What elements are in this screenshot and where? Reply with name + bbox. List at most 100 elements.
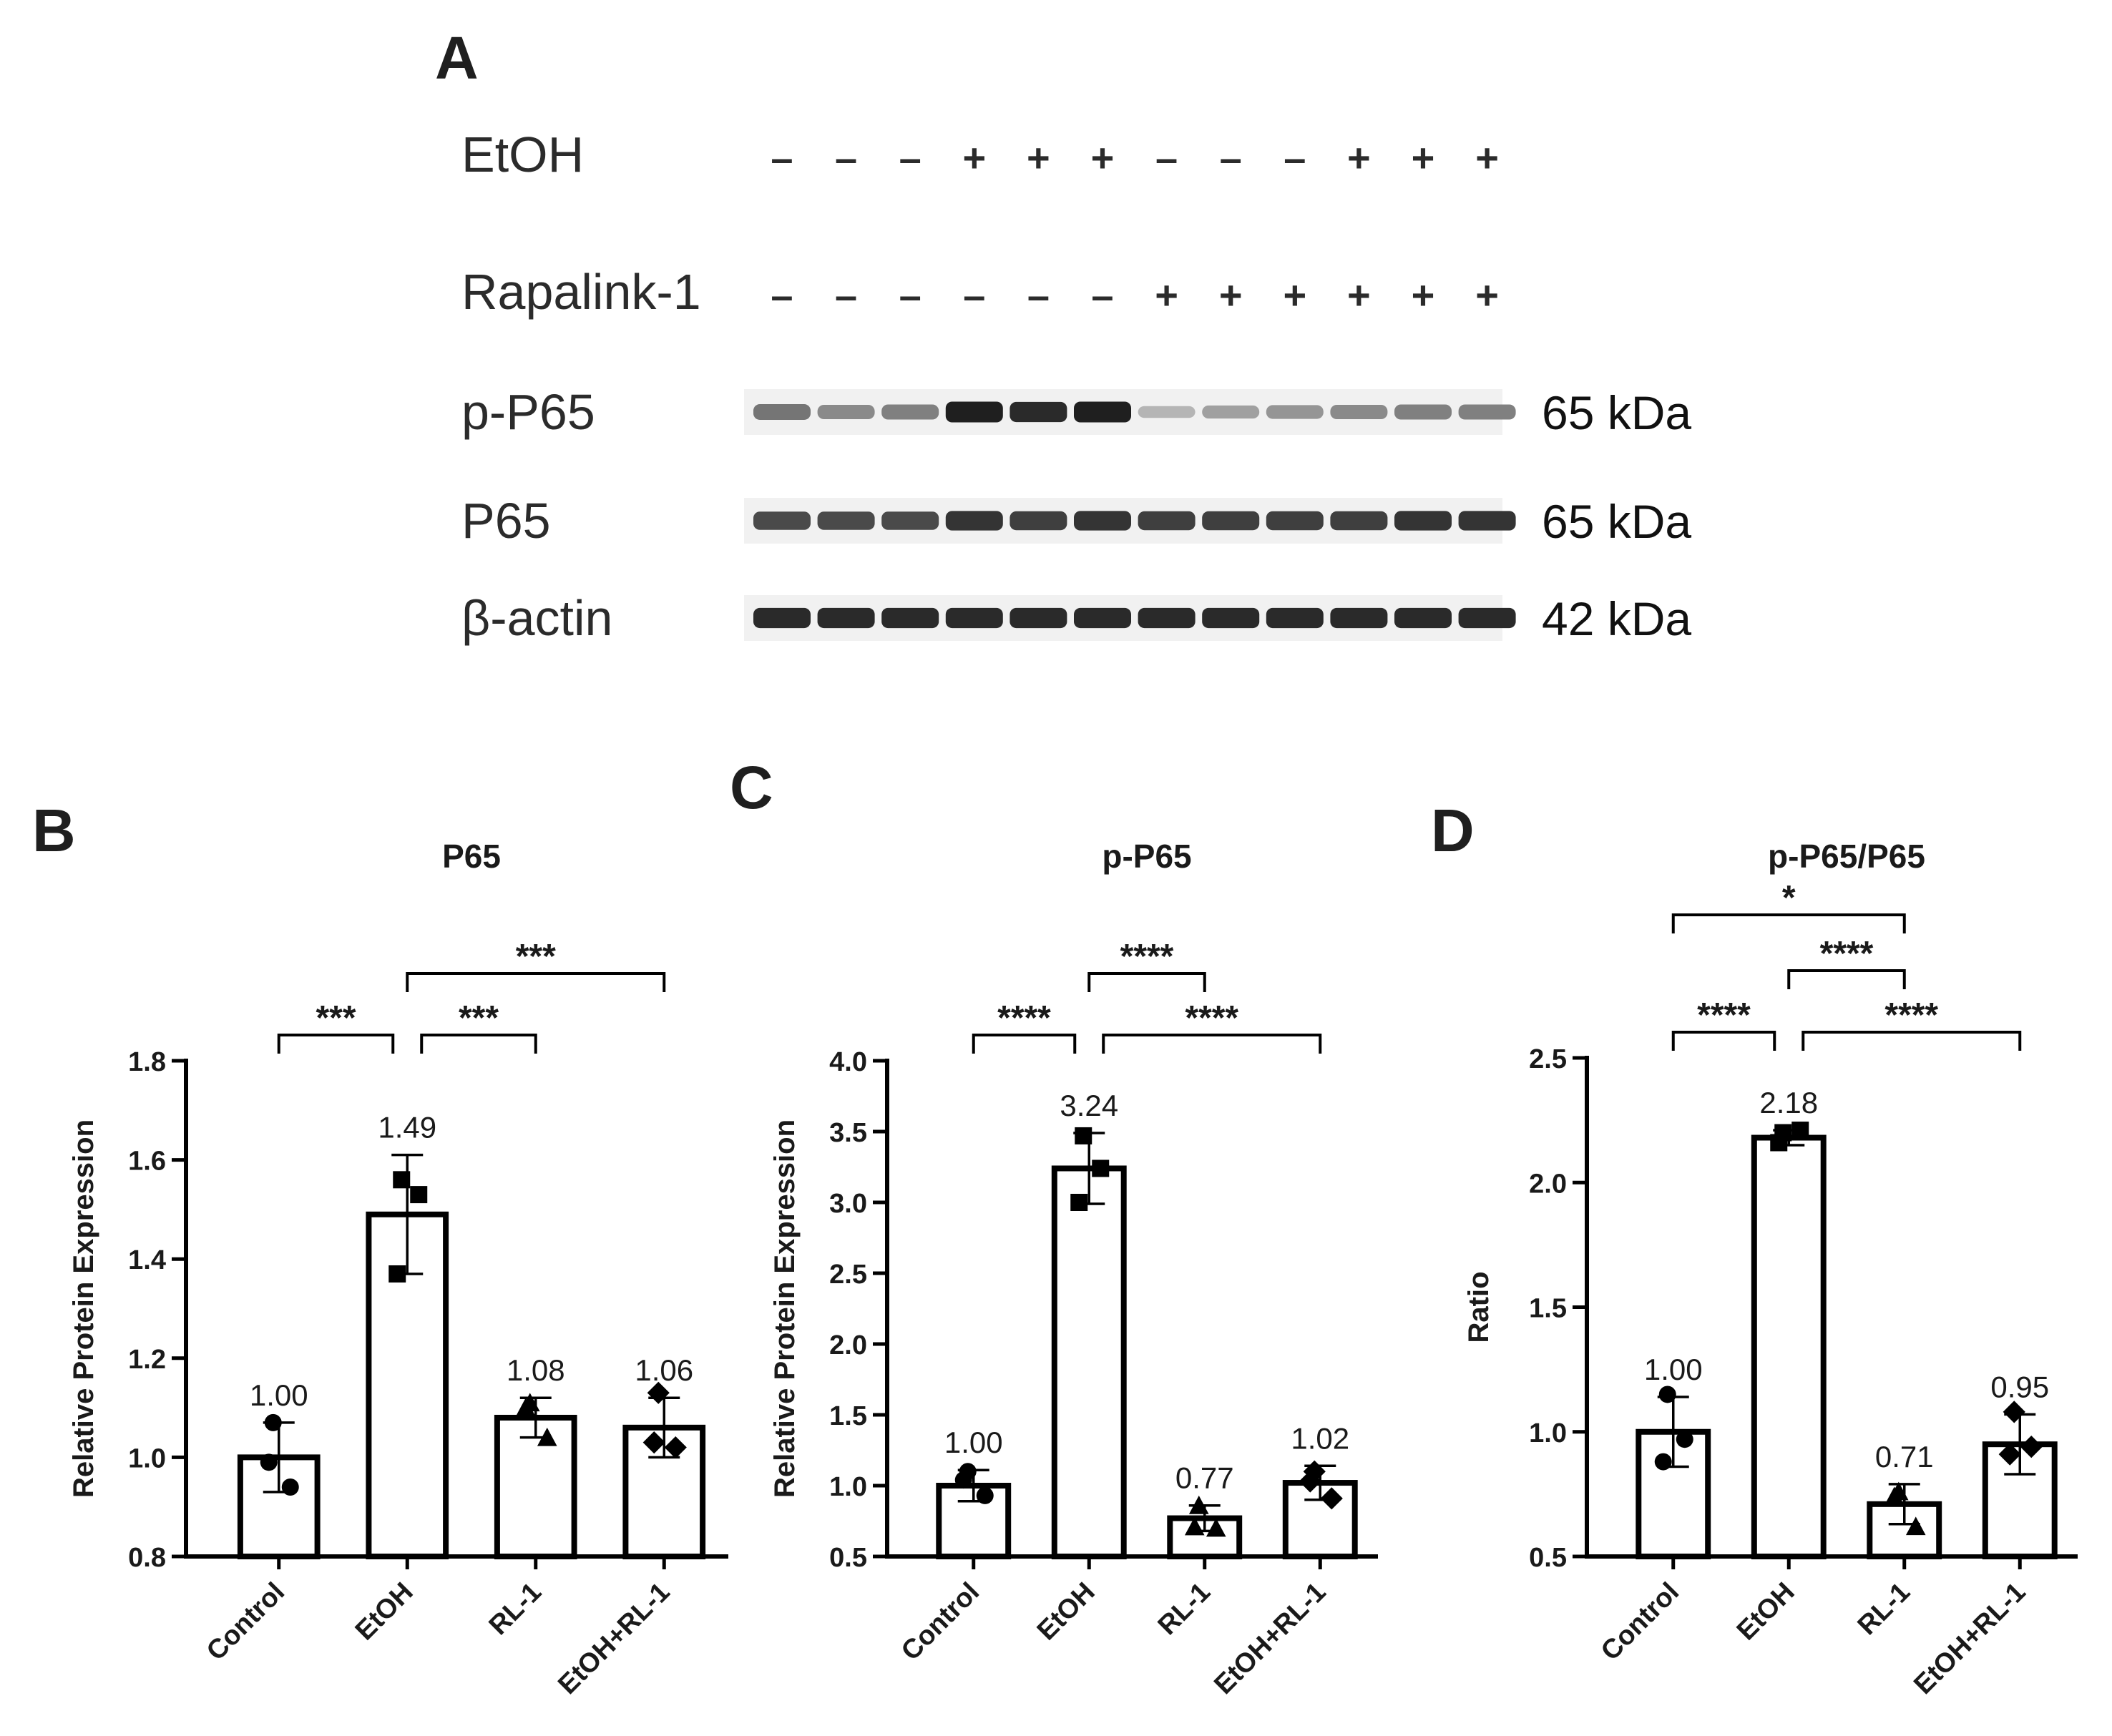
- blot-band: [1394, 511, 1452, 531]
- y-tick-label: 1.0: [829, 1472, 867, 1502]
- plus-sign: +: [1475, 273, 1499, 318]
- data-label: 1.00: [944, 1426, 1003, 1459]
- x-tick-label: RL-1: [484, 1577, 547, 1641]
- circle-marker: [260, 1453, 278, 1471]
- circle-marker: [1654, 1453, 1672, 1471]
- chart-panel-b: B P65 0.8 1.0 1.2 1.4 1.6 1.8 Relative Protein E…: [32, 797, 728, 1700]
- square-marker: [1075, 1127, 1092, 1144]
- diamond-marker: [1320, 1487, 1343, 1510]
- blot-band: [1138, 607, 1196, 629]
- blot-band: [817, 607, 875, 629]
- significance-label: ****: [1120, 938, 1174, 976]
- plus-sign: +: [1155, 273, 1178, 318]
- diamond-marker: [647, 1381, 670, 1404]
- y-tick-label: 1.8: [128, 1047, 166, 1077]
- data-label: 0.71: [1875, 1440, 1934, 1473]
- plus-sign: +: [1027, 135, 1050, 180]
- square-marker: [388, 1265, 406, 1283]
- circle-marker: [281, 1478, 299, 1496]
- blot-size-label: 65 kDa: [1542, 386, 1691, 439]
- plus-sign: +: [962, 135, 986, 180]
- triangle-marker: [1884, 1486, 1905, 1506]
- y-axis-label: Relative Protein Expression: [769, 1119, 801, 1498]
- diamond-marker: [2020, 1436, 2043, 1458]
- significance-label: ***: [516, 938, 556, 976]
- significance-bracket: [1801, 1031, 2022, 1051]
- blot-band: [1458, 607, 1516, 629]
- significance-bracket: [1671, 1031, 1776, 1051]
- blot-band: [945, 401, 1003, 423]
- blot-band: [753, 511, 811, 530]
- blot-band: [753, 404, 811, 420]
- significance-bracket: [277, 1034, 395, 1054]
- triangle-marker: [1905, 1516, 1926, 1536]
- significance-label: ****: [1697, 996, 1751, 1034]
- y-tick-label: 3.0: [829, 1189, 867, 1219]
- blot-band: [753, 607, 811, 629]
- significance-bracket: [972, 1034, 1077, 1054]
- y-tick-label: 3.5: [829, 1118, 867, 1148]
- diamond-marker: [2003, 1401, 2025, 1423]
- panel-a-letter: A: [435, 24, 479, 92]
- x-tick-label: EtOH: [1731, 1577, 1801, 1647]
- circle-marker: [1676, 1431, 1693, 1448]
- blot-band: [1330, 607, 1388, 629]
- x-tick-label: RL-1: [1153, 1577, 1216, 1641]
- bar: [1751, 1134, 1827, 1559]
- plus-sign: +: [1091, 135, 1115, 180]
- x-tick-label: EtOH+RL-1: [1208, 1577, 1331, 1700]
- blot-band: [1138, 511, 1196, 531]
- blot-band: [1330, 511, 1388, 531]
- chart-title: p-P65: [1102, 838, 1191, 875]
- blot-protein-label: P65: [461, 493, 551, 549]
- blot-band: [1202, 607, 1260, 629]
- y-tick-label: 1.5: [1529, 1294, 1567, 1324]
- blot-protein-label: β-actin: [461, 590, 612, 646]
- blot-band: [1266, 607, 1324, 629]
- blot-band: [1330, 404, 1388, 420]
- treatment-label: EtOH: [461, 127, 584, 182]
- square-marker: [1791, 1122, 1809, 1139]
- blot-band: [1266, 511, 1324, 531]
- blot-band: [817, 404, 875, 420]
- blot-band: [1202, 405, 1260, 419]
- y-tick-label: 0.8: [128, 1543, 166, 1573]
- triangle-marker: [1184, 1516, 1205, 1536]
- blot-band: [945, 607, 1003, 629]
- plus-sign: +: [1219, 273, 1243, 318]
- significance-label: ****: [1820, 935, 1874, 973]
- blot-band: [1394, 404, 1452, 420]
- y-tick-label: 2.5: [829, 1260, 867, 1290]
- y-tick-label: 2.0: [829, 1330, 867, 1360]
- blot-size-label: 65 kDa: [1542, 495, 1691, 548]
- x-tick-label: EtOH+RL-1: [1908, 1577, 2031, 1700]
- minus-sign: –: [835, 135, 857, 180]
- x-tick-label: RL-1: [1852, 1577, 1916, 1641]
- chart-title: p-P65/P65: [1768, 838, 1925, 875]
- minus-sign: –: [899, 273, 921, 318]
- y-tick-label: 0.5: [1529, 1543, 1567, 1573]
- panel-letter: D: [1431, 797, 1475, 864]
- diamond-marker: [1299, 1470, 1321, 1493]
- blot-band: [1074, 607, 1131, 629]
- y-axis-label: Relative Protein Expression: [68, 1119, 99, 1498]
- panel-a-western-blot: A EtOH – – – + + + – – – + + +Rapalink-1– – – – – – + + + + + +…: [435, 24, 1691, 646]
- y-tick-label: 0.5: [829, 1543, 867, 1573]
- blot-size-label: 42 kDa: [1542, 592, 1691, 645]
- data-label: 1.02: [1291, 1421, 1349, 1455]
- blot-band: [1009, 401, 1067, 423]
- panel-letter: C: [730, 754, 773, 821]
- triangle-marker: [1206, 1518, 1226, 1537]
- blot-band: [1458, 404, 1516, 420]
- blot-band: [1458, 511, 1516, 531]
- blot-band: [1394, 607, 1452, 629]
- treatment-label: Rapalink-1: [461, 264, 701, 320]
- plus-sign: +: [1283, 273, 1306, 318]
- data-label: 0.77: [1175, 1461, 1234, 1495]
- x-tick-label: Control: [201, 1577, 290, 1667]
- data-label: 1.00: [250, 1378, 308, 1412]
- significance-bracket: [1671, 913, 1906, 933]
- chart-panel-c: Cp-P65 0.5 1.0 1.5 2.0 2.5 3.0 3.5 4.0 Relative P…: [730, 754, 1378, 1700]
